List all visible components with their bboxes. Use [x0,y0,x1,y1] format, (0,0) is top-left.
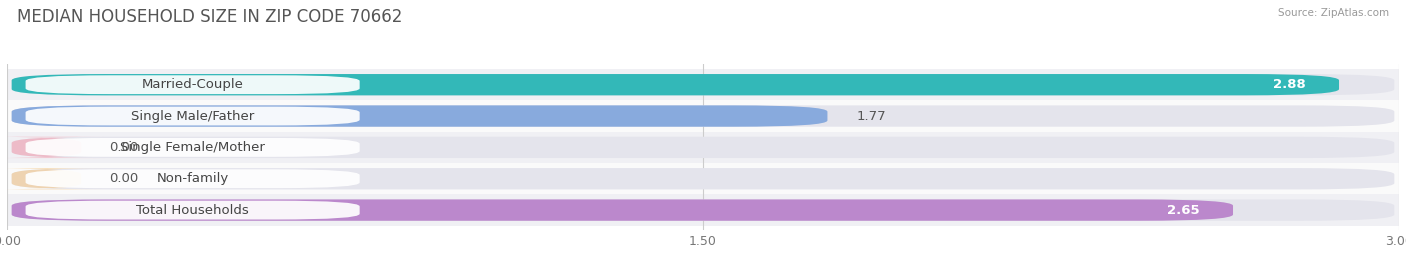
Text: Total Households: Total Households [136,204,249,217]
Text: 0.00: 0.00 [110,172,138,185]
Text: Married-Couple: Married-Couple [142,78,243,91]
Bar [7,132,1399,163]
Text: MEDIAN HOUSEHOLD SIZE IN ZIP CODE 70662: MEDIAN HOUSEHOLD SIZE IN ZIP CODE 70662 [17,8,402,26]
FancyBboxPatch shape [25,75,360,94]
Text: Single Male/Father: Single Male/Father [131,110,254,122]
FancyBboxPatch shape [11,105,828,127]
Bar [7,100,1399,132]
Text: 1.77: 1.77 [856,110,886,122]
FancyBboxPatch shape [11,199,1233,221]
FancyBboxPatch shape [11,137,1395,158]
FancyBboxPatch shape [11,105,1395,127]
Text: Source: ZipAtlas.com: Source: ZipAtlas.com [1278,8,1389,18]
Bar [7,194,1399,226]
FancyBboxPatch shape [25,107,360,125]
FancyBboxPatch shape [11,168,1395,189]
Bar [7,69,1399,100]
FancyBboxPatch shape [11,74,1395,95]
FancyBboxPatch shape [0,137,104,158]
FancyBboxPatch shape [11,74,1339,95]
Text: 0.00: 0.00 [110,141,138,154]
FancyBboxPatch shape [25,138,360,157]
FancyBboxPatch shape [25,169,360,188]
FancyBboxPatch shape [25,201,360,219]
Text: Non-family: Non-family [156,172,229,185]
FancyBboxPatch shape [0,168,104,189]
Bar [7,163,1399,194]
Text: Single Female/Mother: Single Female/Mother [120,141,266,154]
FancyBboxPatch shape [11,199,1395,221]
Text: 2.88: 2.88 [1274,78,1306,91]
Text: 2.65: 2.65 [1167,204,1199,217]
